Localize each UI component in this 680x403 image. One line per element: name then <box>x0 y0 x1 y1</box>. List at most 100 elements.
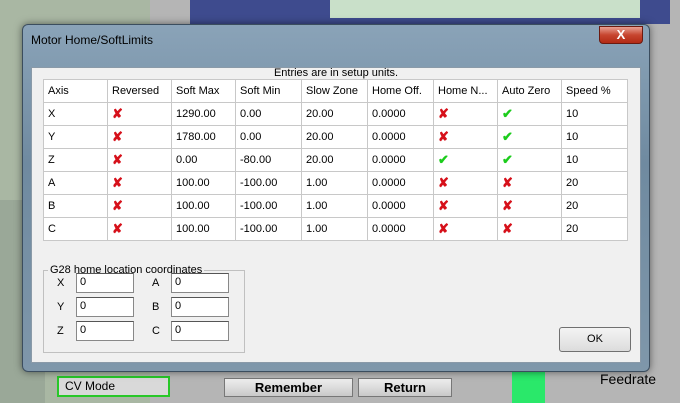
reversed-cell[interactable]: ✘ <box>107 148 172 172</box>
home-neg-cell[interactable]: ✔ <box>433 148 498 172</box>
motor-home-softlimits-dialog: Motor Home/SoftLimits X Entries are in s… <box>22 24 650 372</box>
soft-max-cell[interactable]: 100.00 <box>171 217 236 241</box>
g28-y-label: Y <box>57 301 65 313</box>
auto-zero-cell[interactable]: ✔ <box>497 125 562 149</box>
app-dro-display <box>330 0 640 18</box>
dialog-title: Motor Home/SoftLimits <box>31 33 154 47</box>
dialog-client: Entries are in setup units. Axis Reversed… <box>31 67 641 363</box>
column-header[interactable]: Speed % <box>561 79 628 103</box>
soft-min-cell[interactable]: -100.00 <box>235 194 302 218</box>
cross-icon: ✘ <box>438 129 449 144</box>
g28-a-label: A <box>152 277 160 289</box>
column-header[interactable]: Auto Zero <box>497 79 562 103</box>
cross-icon: ✘ <box>112 198 123 213</box>
slow-zone-cell[interactable]: 1.00 <box>301 194 368 218</box>
reversed-cell[interactable]: ✘ <box>107 217 172 241</box>
checkmark-icon: ✔ <box>502 129 513 144</box>
soft-min-cell[interactable]: 0.00 <box>235 125 302 149</box>
cross-icon: ✘ <box>438 175 449 190</box>
home-neg-cell[interactable]: ✘ <box>433 217 498 241</box>
home-off-cell[interactable]: 0.0000 <box>367 171 434 195</box>
g28-y-input[interactable]: 0 <box>76 297 134 317</box>
axis-cell[interactable]: A <box>43 171 108 195</box>
auto-zero-cell[interactable]: ✔ <box>497 102 562 126</box>
slow-zone-cell[interactable]: 20.00 <box>301 148 368 172</box>
cross-icon: ✘ <box>502 198 513 213</box>
speed-cell[interactable]: 20 <box>561 171 628 195</box>
axis-cell[interactable]: X <box>43 102 108 126</box>
checkmark-icon: ✔ <box>502 152 513 167</box>
ok-button[interactable]: OK <box>559 327 631 352</box>
close-icon: X <box>616 27 626 42</box>
column-header[interactable]: Soft Min <box>235 79 302 103</box>
column-header[interactable]: Axis <box>43 79 108 103</box>
soft-max-cell[interactable]: 100.00 <box>171 171 236 195</box>
g28-x-input[interactable]: 0 <box>76 273 134 293</box>
column-header[interactable]: Home Off. <box>367 79 434 103</box>
column-header[interactable]: Slow Zone <box>301 79 368 103</box>
axis-cell[interactable]: B <box>43 194 108 218</box>
column-header[interactable]: Home N... <box>433 79 498 103</box>
home-off-cell[interactable]: 0.0000 <box>367 148 434 172</box>
soft-min-cell[interactable]: -100.00 <box>235 171 302 195</box>
slow-zone-cell[interactable]: 1.00 <box>301 171 368 195</box>
soft-max-cell[interactable]: 1290.00 <box>171 102 236 126</box>
slow-zone-cell[interactable]: 20.00 <box>301 102 368 126</box>
g28-c-input[interactable]: 0 <box>171 321 229 341</box>
home-off-cell[interactable]: 0.0000 <box>367 194 434 218</box>
soft-max-cell[interactable]: 1780.00 <box>171 125 236 149</box>
reversed-cell[interactable]: ✘ <box>107 171 172 195</box>
home-neg-cell[interactable]: ✘ <box>433 194 498 218</box>
soft-max-cell[interactable]: 0.00 <box>171 148 236 172</box>
slow-zone-cell[interactable]: 20.00 <box>301 125 368 149</box>
g28-z-input[interactable]: 0 <box>76 321 134 341</box>
column-header[interactable]: Reversed <box>107 79 172 103</box>
cross-icon: ✘ <box>112 152 123 167</box>
close-button[interactable]: X <box>599 26 643 44</box>
home-off-cell[interactable]: 0.0000 <box>367 125 434 149</box>
home-off-cell[interactable]: 0.0000 <box>367 102 434 126</box>
soft-min-cell[interactable]: -80.00 <box>235 148 302 172</box>
app-green-bar <box>512 372 545 403</box>
app-feedrate-label: Feedrate <box>600 371 657 387</box>
reversed-cell[interactable]: ✘ <box>107 125 172 149</box>
reversed-cell[interactable]: ✘ <box>107 102 172 126</box>
slow-zone-cell[interactable]: 1.00 <box>301 217 368 241</box>
speed-cell[interactable]: 20 <box>561 194 628 218</box>
app-return-button[interactable]: Return <box>358 378 452 397</box>
cross-icon: ✘ <box>438 198 449 213</box>
home-neg-cell[interactable]: ✘ <box>433 171 498 195</box>
speed-cell[interactable]: 20 <box>561 217 628 241</box>
g28-a-input[interactable]: 0 <box>171 273 229 293</box>
auto-zero-cell[interactable]: ✘ <box>497 194 562 218</box>
cross-icon: ✘ <box>112 175 123 190</box>
soft-min-cell[interactable]: 0.00 <box>235 102 302 126</box>
home-neg-cell[interactable]: ✘ <box>433 125 498 149</box>
table-row: A ✘ 100.00 -100.00 1.00 0.0000 ✘ ✘ 20 <box>43 171 628 195</box>
g28-b-input[interactable]: 0 <box>171 297 229 317</box>
reversed-cell[interactable]: ✘ <box>107 194 172 218</box>
home-neg-cell[interactable]: ✘ <box>433 102 498 126</box>
speed-cell[interactable]: 10 <box>561 125 628 149</box>
units-note: Entries are in setup units. <box>273 67 399 79</box>
auto-zero-cell[interactable]: ✔ <box>497 148 562 172</box>
table-row: Y ✘ 1780.00 0.00 20.00 0.0000 ✘ ✔ 10 <box>43 125 628 149</box>
app-remember-button[interactable]: Remember <box>224 378 353 397</box>
home-off-cell[interactable]: 0.0000 <box>367 217 434 241</box>
app-cv-mode-indicator[interactable]: CV Mode <box>57 376 170 397</box>
checkmark-icon: ✔ <box>438 152 449 167</box>
axis-cell[interactable]: Y <box>43 125 108 149</box>
auto-zero-cell[interactable]: ✘ <box>497 217 562 241</box>
axis-cell[interactable]: Z <box>43 148 108 172</box>
table-row: X ✘ 1290.00 0.00 20.00 0.0000 ✘ ✔ 10 <box>43 102 628 126</box>
auto-zero-cell[interactable]: ✘ <box>497 171 562 195</box>
speed-cell[interactable]: 10 <box>561 148 628 172</box>
cross-icon: ✘ <box>112 106 123 121</box>
soft-max-cell[interactable]: 100.00 <box>171 194 236 218</box>
cross-icon: ✘ <box>438 106 449 121</box>
cross-icon: ✘ <box>438 221 449 236</box>
column-header[interactable]: Soft Max <box>171 79 236 103</box>
axis-cell[interactable]: C <box>43 217 108 241</box>
soft-min-cell[interactable]: -100.00 <box>235 217 302 241</box>
speed-cell[interactable]: 10 <box>561 102 628 126</box>
